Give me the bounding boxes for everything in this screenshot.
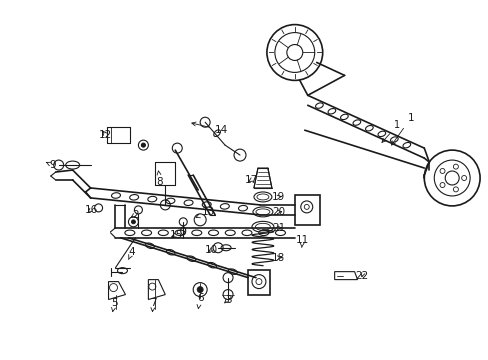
Text: 14: 14 xyxy=(191,122,228,135)
Text: 1: 1 xyxy=(391,113,413,145)
Text: 22: 22 xyxy=(355,271,368,281)
Text: 7: 7 xyxy=(150,297,156,311)
Polygon shape xyxy=(253,168,271,188)
Circle shape xyxy=(197,287,203,293)
Text: 16: 16 xyxy=(84,205,98,215)
Text: 19: 19 xyxy=(271,192,285,202)
Text: 1: 1 xyxy=(381,120,400,143)
Text: 21: 21 xyxy=(271,223,285,233)
Text: 12: 12 xyxy=(99,130,112,140)
Text: 15: 15 xyxy=(170,230,183,240)
Text: 9: 9 xyxy=(46,160,56,170)
Text: 20: 20 xyxy=(271,207,285,217)
Text: 4: 4 xyxy=(128,247,135,260)
Circle shape xyxy=(131,220,135,224)
Text: 6: 6 xyxy=(197,293,203,309)
Text: 3: 3 xyxy=(224,294,231,305)
Circle shape xyxy=(141,143,145,147)
Text: 13: 13 xyxy=(196,207,215,218)
Text: 11: 11 xyxy=(295,235,308,248)
Text: 2: 2 xyxy=(131,210,138,220)
Text: 5: 5 xyxy=(111,297,118,311)
Text: 18: 18 xyxy=(271,253,285,263)
Text: 8: 8 xyxy=(156,171,163,187)
Text: 17: 17 xyxy=(244,175,258,185)
Text: 10: 10 xyxy=(204,245,218,255)
